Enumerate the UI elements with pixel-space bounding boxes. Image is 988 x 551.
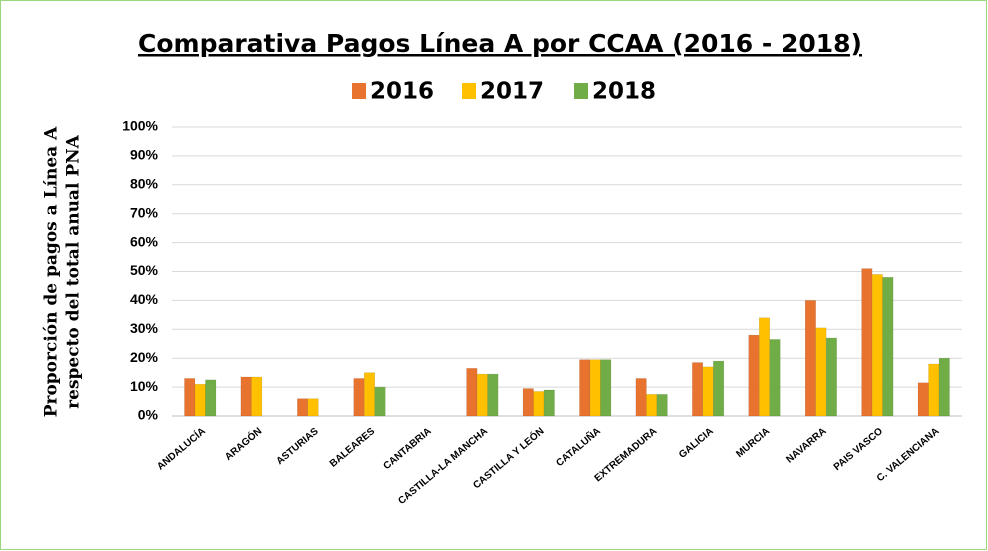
bar <box>184 378 196 417</box>
y-tick-label: 30% <box>130 320 159 336</box>
bar <box>646 394 658 417</box>
y-axis-title-line: Proporción de pagos a Línea A <box>42 126 62 417</box>
y-tick-label: 10% <box>130 378 159 394</box>
bar <box>861 268 873 417</box>
bar <box>251 376 263 417</box>
bar <box>928 363 940 417</box>
bar <box>713 360 725 417</box>
y-axis-title-line: respecto del total anual PNA <box>64 134 84 408</box>
bar <box>466 368 478 417</box>
bar <box>194 383 206 417</box>
bar <box>364 372 375 417</box>
bar <box>748 334 760 417</box>
bar <box>543 389 555 417</box>
bar <box>938 357 950 417</box>
bar <box>522 388 534 417</box>
bar <box>374 386 386 417</box>
legend-swatch <box>462 83 476 99</box>
legend-swatch <box>352 83 366 99</box>
bar <box>297 398 309 417</box>
y-tick-label: 40% <box>130 291 159 307</box>
y-tick-label: 0% <box>138 407 159 423</box>
bar <box>702 366 714 417</box>
bar <box>240 376 252 417</box>
bar <box>589 359 601 417</box>
chart-title: Comparativa Pagos Línea A por CCAA (2016… <box>138 29 862 58</box>
bar <box>476 373 488 417</box>
bar <box>825 337 837 417</box>
bar <box>692 362 704 417</box>
y-tick-label: 90% <box>130 147 159 163</box>
bar <box>871 274 883 417</box>
legend-label: 2018 <box>592 79 656 105</box>
bar <box>205 379 217 417</box>
legend-swatch <box>574 83 588 99</box>
bar <box>307 398 319 417</box>
legend-label: 2016 <box>370 79 434 105</box>
bar <box>815 327 827 417</box>
bar <box>487 373 499 417</box>
y-tick-label: 80% <box>130 176 159 192</box>
y-tick-label: 60% <box>130 233 159 249</box>
bar <box>600 359 612 417</box>
bar <box>769 339 781 417</box>
bar <box>804 300 816 417</box>
y-tick-label: 50% <box>130 262 159 278</box>
legend-label: 2017 <box>480 79 544 105</box>
bar <box>635 378 647 417</box>
y-tick-label: 100% <box>122 118 158 134</box>
bar <box>917 382 929 417</box>
bar <box>533 391 545 417</box>
y-axis-title: Proporción de pagos a Línea A respecto d… <box>42 126 84 417</box>
bar <box>579 359 591 417</box>
bar <box>656 394 668 417</box>
bar <box>759 317 770 417</box>
y-tick-label: 70% <box>130 204 159 220</box>
bar <box>882 277 894 417</box>
y-tick-label: 20% <box>130 349 159 365</box>
bar <box>353 378 365 417</box>
